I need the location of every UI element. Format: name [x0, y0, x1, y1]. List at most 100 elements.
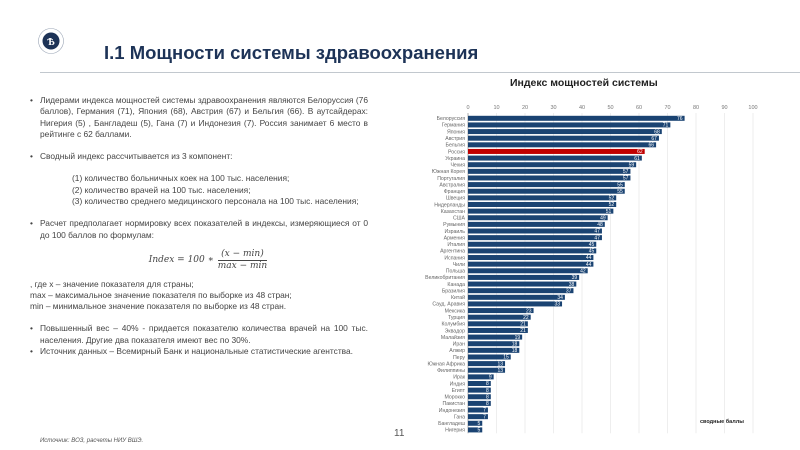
data-label: 5 — [477, 421, 480, 427]
bullet-components: Сводный индекс рассчитывается из 3 компо… — [28, 151, 368, 163]
x-tick-label: 0 — [466, 105, 469, 111]
data-label: 18 — [512, 341, 518, 347]
category-label: Мексика — [445, 308, 465, 314]
data-label: 5 — [477, 428, 480, 434]
category-label: Швеция — [446, 196, 465, 202]
data-label: 39 — [572, 275, 578, 281]
category-label: Южная Корея — [432, 169, 465, 175]
category-label: Египт — [452, 388, 466, 394]
category-label: Филиппины — [437, 368, 465, 374]
category-label: Пакистан — [443, 401, 466, 407]
data-label: 8 — [486, 394, 489, 400]
bar — [468, 142, 657, 148]
bar — [468, 241, 597, 247]
category-label: Чехия — [450, 163, 465, 169]
bar — [468, 175, 631, 181]
category-label: Белоруссия — [437, 116, 466, 122]
category-label: Нидерланды — [434, 202, 465, 208]
data-label: 22 — [523, 315, 529, 321]
bar — [468, 208, 614, 214]
category-label: Аргентина — [440, 249, 465, 255]
category-label: Италия — [447, 242, 465, 248]
x-tick-label: 70 — [664, 105, 670, 111]
data-label: 49 — [600, 215, 606, 221]
bullet-leaders: Лидерами индекса мощностей системы здрав… — [28, 95, 368, 140]
category-label: Германия — [442, 123, 465, 129]
x-tick-label: 50 — [607, 105, 613, 111]
data-label: 7 — [483, 408, 486, 414]
data-label: 45 — [589, 249, 595, 255]
bar — [468, 347, 520, 353]
formula-left: Index = 100 ∗ — [148, 255, 214, 266]
formula-numerator: (x − min) — [218, 249, 267, 262]
data-label: 8 — [486, 388, 489, 394]
formula-denominator: max − min — [217, 261, 268, 272]
bullet-normalization: Расчет предполагает нормировку всех пока… — [28, 218, 368, 241]
category-label: Чили — [453, 262, 465, 268]
bar — [468, 248, 597, 254]
bar — [468, 188, 625, 194]
component-1: (1) количество больничных коек на 100 ты… — [72, 173, 290, 184]
component-3: (3) количество среднего медицинского пер… — [72, 196, 359, 207]
bar — [468, 414, 488, 420]
bar — [468, 301, 563, 307]
bar — [468, 334, 523, 340]
category-label: Казахстан — [441, 209, 465, 215]
bar — [468, 308, 534, 314]
component-2: (2) количество врачей на 100 тыс. населе… — [72, 184, 251, 195]
bar — [468, 274, 580, 280]
data-label: 52 — [609, 196, 615, 202]
bar — [468, 394, 491, 400]
bar — [468, 314, 531, 320]
bar — [468, 155, 642, 161]
data-label: 61 — [634, 156, 640, 162]
category-label: Гана — [454, 414, 465, 420]
data-label: 13 — [497, 361, 503, 367]
category-label: Испания — [444, 255, 465, 261]
data-label: 48 — [597, 222, 603, 228]
bar — [468, 327, 528, 333]
data-label: 68 — [654, 129, 660, 135]
category-label: Австралия — [439, 182, 465, 188]
bar — [468, 427, 483, 433]
data-label: 66 — [649, 143, 655, 149]
x-tick-label: 80 — [693, 105, 699, 111]
category-label: Великобритания — [425, 275, 465, 281]
category-label: Колумбия — [441, 322, 465, 328]
category-label: Бразилия — [442, 288, 465, 294]
bar — [468, 122, 671, 128]
data-label: 55 — [617, 182, 623, 188]
data-label: 23 — [526, 308, 532, 314]
category-label: Алжир — [449, 348, 465, 354]
category-label: Франция — [444, 189, 465, 195]
data-label: 55 — [617, 189, 623, 195]
index-formula: Index = 100 ∗ (x − min) max − min — [48, 249, 368, 273]
bar — [468, 261, 594, 267]
bullet-weights: Повышенный вес – 40% - придается показат… — [28, 323, 368, 346]
bullet-source: Источник данных – Всемирный Банк и нацио… — [28, 346, 368, 358]
x-tick-label: 60 — [636, 105, 642, 111]
data-label: 44 — [586, 255, 592, 261]
x-tick-label: 20 — [522, 105, 528, 111]
data-label: 15 — [503, 355, 509, 361]
bar — [468, 354, 511, 360]
source-note: Источник: ВОЗ, расчеты НИУ ВШЭ. — [40, 438, 144, 444]
bar — [468, 129, 662, 135]
hse-logo: Ѣ — [38, 28, 64, 54]
bar — [468, 281, 577, 287]
where-max: max – максимальное значение показателя п… — [30, 289, 292, 300]
bar — [468, 215, 608, 221]
category-label: Нигерия — [445, 428, 465, 434]
bar — [468, 115, 685, 121]
category-label: Япония — [447, 129, 465, 135]
category-label: Армения — [444, 235, 466, 241]
category-label: Турция — [448, 315, 465, 321]
bar — [468, 201, 617, 207]
category-label: Эквадор — [445, 328, 465, 334]
x-tick-label: 30 — [550, 105, 556, 111]
category-label: США — [453, 216, 466, 222]
data-label: 21 — [520, 322, 526, 328]
category-label: Израиль — [444, 229, 465, 235]
category-label: Китай — [451, 294, 465, 301]
data-label: 51 — [606, 209, 612, 215]
